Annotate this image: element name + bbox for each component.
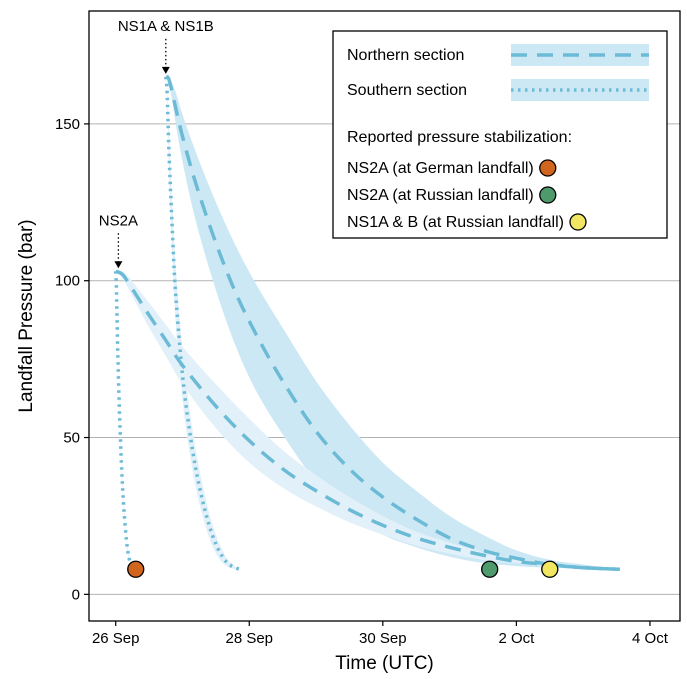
legend-label: Southern section [347,82,467,99]
x-tick-label: 30 Sep [359,630,407,647]
uncertainty-band [165,75,620,570]
stabilization-marker [541,560,559,578]
stabilization-marker [481,560,499,578]
northern-section-line [114,269,620,572]
legend-marker [539,159,557,177]
legend-label: Northern section [347,47,464,64]
southern-section-line [164,76,241,571]
legend-marker [569,213,587,231]
northern-section-line [164,74,620,572]
x-tick-label: 26 Sep [92,630,140,647]
y-axis-ticks: 0 50 100 150 [55,116,89,603]
stabilization-marker [127,560,145,578]
annotations: NS1A & NS1B NS2A [99,18,214,269]
x-tick-label: 4 Oct [632,630,669,647]
southern-section-line [113,271,136,571]
annotation-label: NS1A & NS1B [118,18,214,35]
legend-marker-label: NS2A (at German landfall) [347,160,534,177]
legend-marker-label: NS1A & B (at Russian landfall) [347,214,564,231]
y-tick-label: 100 [55,273,80,290]
y-tick-label: 150 [55,116,80,133]
annotation-label: NS2A [99,212,138,229]
x-axis-title: Time (UTC) [335,653,434,674]
y-axis-title: Landfall Pressure (bar) [16,219,37,412]
y-tick-label: 50 [63,430,80,447]
series-lines [113,74,620,572]
legend-swatch-band [511,79,649,101]
x-axis-ticks: 26 Sep 28 Sep 30 Sep 2 Oct 4 Oct [92,621,669,647]
confidence-bands [115,75,620,570]
legend-swatch-band [511,44,649,66]
y-tick-label: 0 [72,586,80,603]
annotation-arrowhead [114,261,123,269]
uncertainty-band [115,270,620,570]
annotation-arrowhead [161,66,170,74]
legend-marker [539,186,557,204]
legend-header: Reported pressure stabilization: [347,129,572,146]
stabilization-markers [127,560,559,578]
x-tick-label: 28 Sep [225,630,273,647]
x-tick-label: 2 Oct [498,630,535,647]
legend: Northern section Southern section Reported… [332,30,668,239]
plot-frame [88,10,681,622]
legend-marker-label: NS2A (at Russian landfall) [347,187,534,204]
